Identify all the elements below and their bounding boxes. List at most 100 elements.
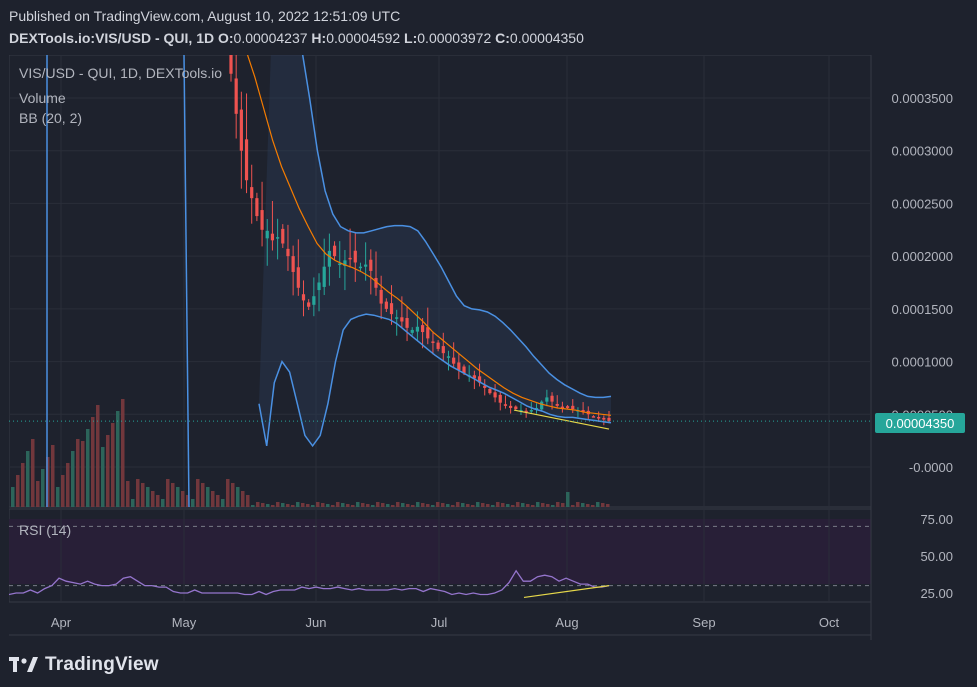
legend-title: VIS/USD - QUI, 1D, DEXTools.io: [19, 65, 222, 81]
volume-bar: [31, 439, 35, 507]
published-note: Published on TradingView.com, August 10,…: [9, 8, 401, 24]
volume-bar: [51, 445, 55, 507]
candle-body: [607, 417, 611, 422]
volume-bar: [211, 491, 215, 507]
candle-body: [301, 294, 306, 301]
volume-bar: [271, 505, 275, 507]
volume-bar: [151, 491, 155, 507]
volume-bar: [456, 502, 460, 507]
rsi-tick-label: 75.00: [920, 512, 953, 527]
volume-bar: [506, 504, 510, 507]
bb-fill: [259, 50, 611, 446]
volume-bar: [91, 417, 95, 507]
volume-bar: [346, 504, 350, 507]
volume-bar: [486, 504, 490, 507]
close-value: 0.00004350: [509, 30, 584, 46]
candle-body: [364, 264, 368, 267]
volume-bar: [146, 487, 150, 507]
time-tick-label: Sep: [692, 615, 715, 630]
candle-body: [405, 318, 409, 328]
bb-area: [259, 50, 611, 446]
volume-bar: [156, 495, 160, 507]
volume-bar: [461, 503, 465, 507]
volume-bar: [121, 399, 125, 507]
candle-body: [498, 394, 502, 403]
volume-bar: [591, 505, 595, 507]
low-value: 0.00003972: [417, 30, 492, 46]
volume-bar: [101, 447, 105, 507]
volume-bar: [26, 451, 30, 507]
volume-bar: [386, 504, 390, 507]
volume-bar: [571, 505, 575, 507]
candle-body: [540, 401, 544, 410]
volume-bar: [161, 499, 165, 507]
candle-body: [545, 397, 549, 402]
volume-bar: [96, 405, 100, 507]
candle-body: [462, 366, 466, 374]
candle-body: [389, 303, 394, 315]
symbol-line: DEXTools.io:VIS/USD - QUI, 1D: [9, 30, 215, 46]
candle-body: [234, 78, 238, 114]
volume-bar: [311, 505, 315, 507]
candle-body: [420, 325, 425, 333]
candle-body: [276, 237, 280, 239]
volume-bar: [196, 479, 200, 507]
volume-bar: [261, 503, 265, 507]
candle-body: [488, 388, 492, 394]
volume-bar: [466, 504, 470, 507]
volume-bar: [246, 495, 250, 507]
volume-bar: [216, 495, 220, 507]
volume-bar: [516, 502, 520, 507]
rsi-series: [8, 569, 610, 599]
volume-bar: [341, 503, 345, 507]
legend-volume: Volume: [19, 90, 66, 106]
volume-bar: [206, 487, 210, 507]
price-tick-label: 0.0001500: [892, 302, 953, 317]
price-tick-label: 0.0002000: [892, 249, 953, 264]
volume-bar: [481, 503, 485, 507]
candle-body: [524, 410, 528, 413]
candle-body: [550, 395, 554, 402]
volume-bar: [66, 463, 70, 507]
candle-body: [291, 256, 295, 272]
candle-body: [519, 410, 523, 412]
candle-body: [286, 248, 290, 257]
volume-bar: [306, 504, 310, 507]
candle-body: [602, 417, 606, 420]
volume-bar: [141, 483, 145, 507]
volume-bar: [551, 505, 555, 507]
bb-basis-line: [237, 49, 612, 416]
chart-area[interactable]: 0.0003500 0.0003000 0.0002500 0.0002000 0.00…: [8, 33, 969, 640]
footer-brand[interactable]: TradingView: [9, 654, 159, 676]
candle-body: [452, 357, 456, 364]
volume-bar: [396, 502, 400, 507]
rsi-tick-label: 50.00: [920, 549, 953, 564]
candle-body: [509, 405, 513, 408]
volume-bar: [56, 487, 60, 507]
volume-bar: [441, 503, 445, 507]
volume-bar: [236, 487, 240, 507]
volume-bar: [476, 502, 480, 507]
candle-body: [270, 233, 275, 241]
volume-bar: [416, 502, 420, 507]
candle-body: [534, 407, 539, 410]
footer-brand-text: TradingView: [45, 654, 159, 675]
volume-bar: [446, 504, 450, 507]
volume-bar: [526, 504, 530, 507]
volume-bar: [166, 479, 170, 507]
candle-body: [255, 198, 259, 217]
volume-bar: [331, 505, 335, 507]
price-trendline: [513, 409, 610, 430]
volume-bar: [366, 504, 370, 507]
candle-body: [260, 210, 264, 230]
volume-bar: [586, 504, 590, 507]
main-pane[interactable]: [8, 54, 872, 508]
candle-body: [358, 266, 363, 269]
price-axis-ticks: 0.0003500 0.0003000 0.0002500 0.0002000 0.00…: [892, 91, 953, 601]
price-chart-svg[interactable]: 0.0003500 0.0003000 0.0002500 0.0002000 0.00…: [8, 33, 969, 640]
candle-body: [296, 267, 300, 288]
rsi-trendline: [523, 585, 610, 599]
price-tick-label: -0.0000: [909, 460, 953, 475]
last-price-badge: [875, 413, 965, 433]
candles: [229, 33, 611, 426]
